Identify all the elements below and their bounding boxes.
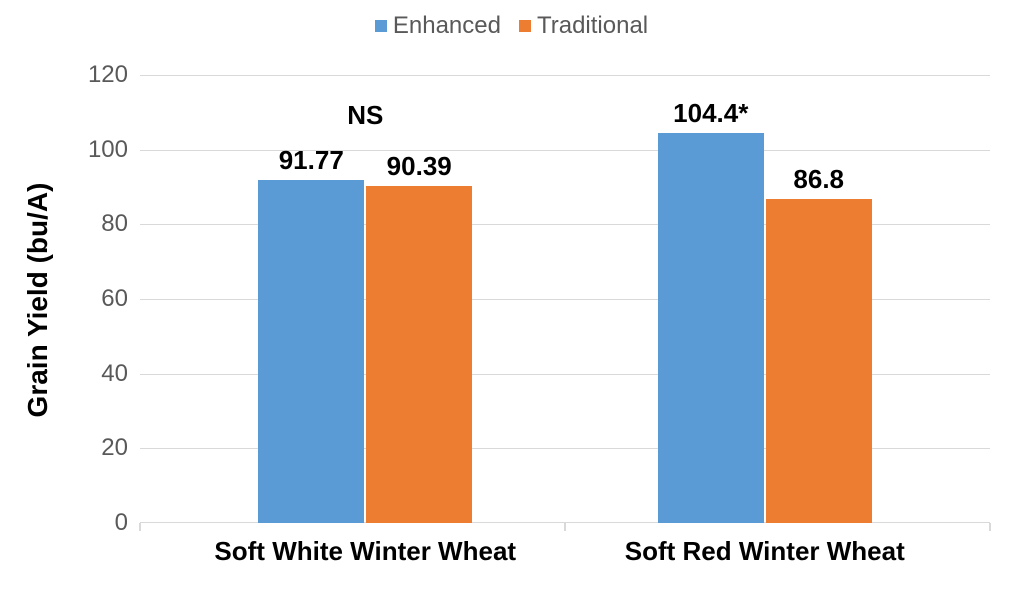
bar-traditional-0 [366, 186, 472, 523]
legend-item-enhanced: Enhanced [375, 12, 501, 40]
y-tick-label: 120 [0, 61, 128, 89]
x-tick-mark [989, 523, 991, 531]
legend-swatch-enhanced [375, 20, 387, 32]
y-tick-label: 60 [0, 285, 128, 313]
annotation: NS [347, 100, 383, 131]
bar-enhanced-1 [658, 133, 764, 523]
data-label: 91.77 [279, 145, 344, 176]
plot-area [140, 75, 990, 523]
y-tick-label: 100 [0, 136, 128, 164]
y-tick-label: 0 [0, 509, 128, 537]
grain-yield-chart: Enhanced Traditional Grain Yield (bu/A) … [0, 0, 1023, 593]
bar-enhanced-0 [258, 180, 364, 523]
x-category-label: Soft Red Winter Wheat [625, 536, 905, 567]
y-tick-label: 20 [0, 434, 128, 462]
data-label: 90.39 [387, 151, 452, 182]
gridline [140, 75, 990, 76]
legend-swatch-traditional [519, 20, 531, 32]
legend-label-traditional: Traditional [537, 12, 648, 40]
legend-label-enhanced: Enhanced [393, 12, 501, 40]
bar-traditional-1 [766, 199, 872, 523]
data-label: 86.8 [793, 164, 844, 195]
y-tick-label: 40 [0, 360, 128, 388]
legend: Enhanced Traditional [0, 12, 1023, 40]
x-tick-mark [139, 523, 141, 531]
data-label: 104.4* [673, 98, 748, 129]
x-category-label: Soft White Winter Wheat [214, 536, 516, 567]
gridline [140, 150, 990, 151]
legend-item-traditional: Traditional [519, 12, 648, 40]
x-tick-mark [564, 523, 566, 531]
y-tick-label: 80 [0, 210, 128, 238]
